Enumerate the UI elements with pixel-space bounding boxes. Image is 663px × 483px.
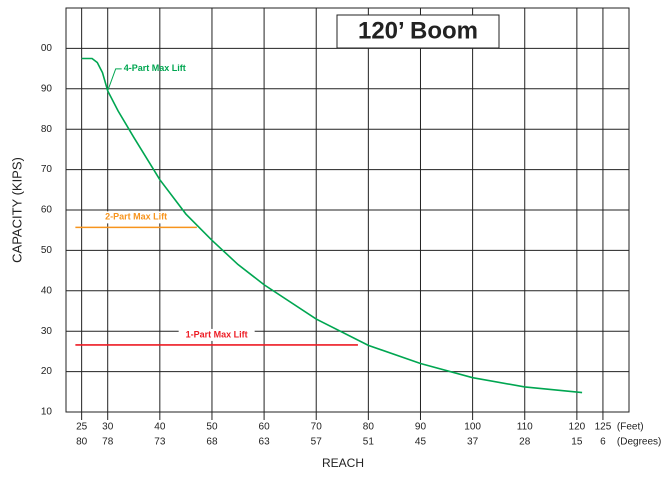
label-bg bbox=[98, 211, 175, 224]
x-tick-degree-label: 37 bbox=[467, 437, 479, 448]
x-tick-degree-label: 73 bbox=[154, 437, 166, 448]
y-tick-label: 40 bbox=[41, 285, 53, 296]
title-box bbox=[336, 14, 500, 49]
plot-frame bbox=[65, 7, 630, 413]
x-tick-degree-label: 51 bbox=[363, 437, 375, 448]
x-tick-label: 50 bbox=[206, 422, 218, 433]
x-tick-label: 40 bbox=[154, 422, 166, 433]
label-bg bbox=[178, 328, 255, 341]
x-tick-label: 110 bbox=[517, 422, 533, 433]
x-tick-label: 25 bbox=[76, 422, 88, 433]
chart-title: 120’ Boom bbox=[358, 17, 478, 44]
x2-unit-label: (Degrees) bbox=[617, 437, 661, 448]
label-leader bbox=[107, 68, 122, 91]
y-tick-label: 20 bbox=[41, 366, 53, 377]
x-tick-degree-label: 78 bbox=[102, 437, 114, 448]
y-tick-label: 60 bbox=[41, 205, 53, 216]
x-tick-degree-label: 6 bbox=[600, 437, 606, 448]
x-tick-degree-label: 45 bbox=[415, 437, 427, 448]
x-tick-label: 90 bbox=[415, 422, 427, 433]
x-tick-label: 70 bbox=[311, 422, 323, 433]
x-tick-label: 30 bbox=[102, 422, 114, 433]
y-tick-label: 80 bbox=[41, 124, 53, 135]
series-label: 1-Part Max Lift bbox=[186, 329, 248, 339]
y-tick-label: 90 bbox=[41, 83, 53, 94]
y-tick-label: 70 bbox=[41, 164, 53, 175]
x-tick-degree-label: 68 bbox=[206, 437, 218, 448]
x-tick-degree-label: 57 bbox=[311, 437, 323, 448]
x-tick-degree-label: 63 bbox=[259, 437, 271, 448]
x-tick-label: 80 bbox=[363, 422, 375, 433]
x-tick-degree-label: 28 bbox=[519, 437, 531, 448]
series-label: 2-Part Max Lift bbox=[105, 212, 167, 222]
x-tick-label: 120 bbox=[569, 422, 586, 433]
x-tick-label: 100 bbox=[464, 422, 481, 433]
series-line bbox=[81, 57, 583, 394]
series-label: 4-Part Max Lift bbox=[124, 63, 186, 73]
x-tick-degree-label: 15 bbox=[571, 437, 583, 448]
y-tick-label: 00 bbox=[41, 43, 53, 54]
y-tick-label: 10 bbox=[41, 407, 53, 418]
x-tick-label: 60 bbox=[259, 422, 271, 433]
x-unit-label: (Feet) bbox=[617, 422, 644, 433]
y-tick-label: 50 bbox=[41, 245, 53, 256]
y-axis-label: CAPACITY (KIPS) bbox=[9, 157, 24, 263]
x-tick-degree-label: 80 bbox=[76, 437, 88, 448]
x-tick-label: 125 bbox=[595, 422, 612, 433]
y-tick-label: 30 bbox=[41, 326, 53, 337]
x-axis-label: REACH bbox=[322, 456, 364, 470]
